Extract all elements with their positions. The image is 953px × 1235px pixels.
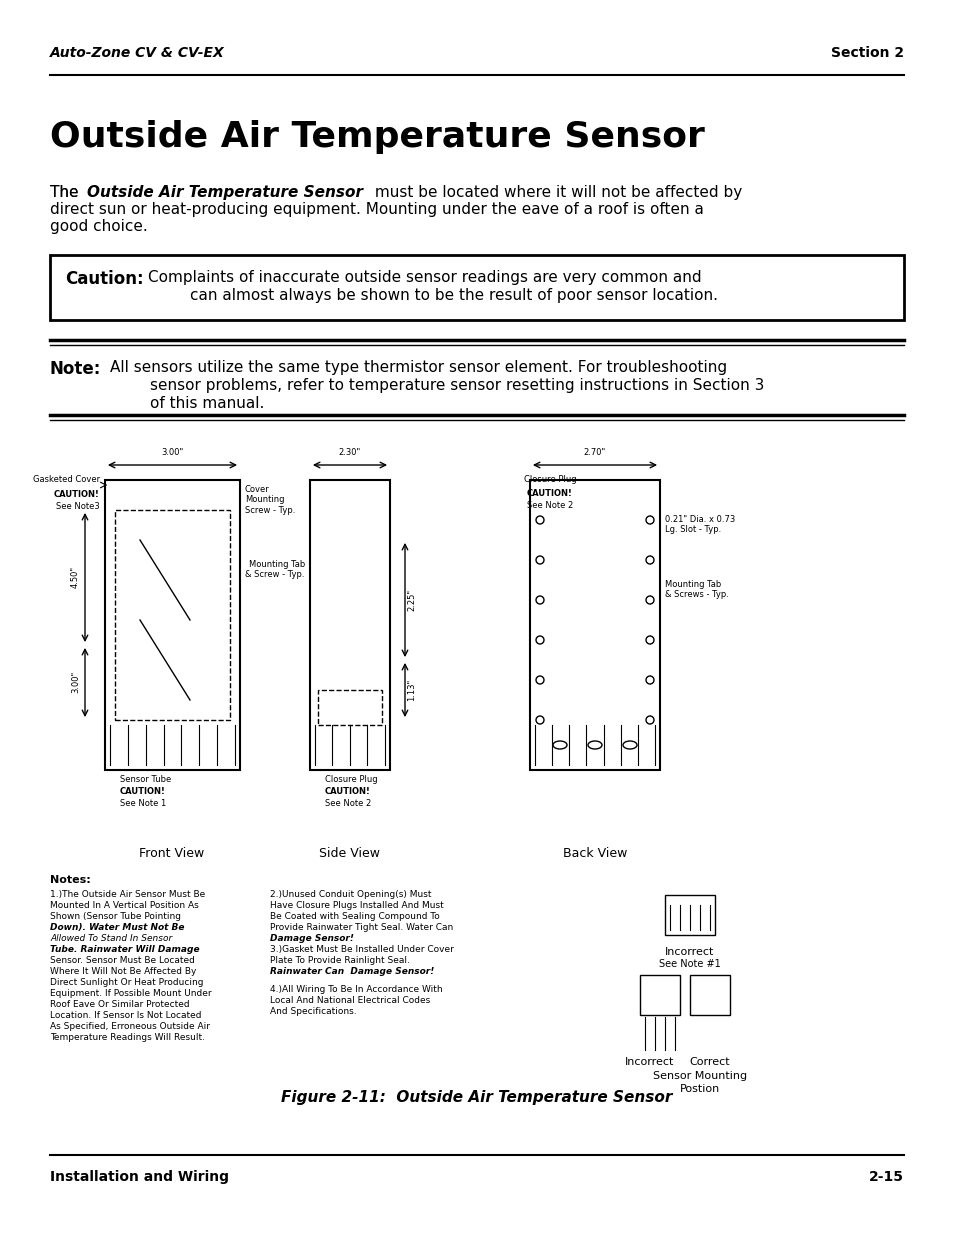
Text: Incorrect: Incorrect <box>664 947 714 957</box>
Text: CAUTION!: CAUTION! <box>325 787 371 797</box>
Text: Caution:: Caution: <box>65 270 144 288</box>
Text: Incorrect: Incorrect <box>624 1057 674 1067</box>
Text: 3.00": 3.00" <box>161 448 183 457</box>
Text: 2-15: 2-15 <box>868 1170 903 1184</box>
Text: Cover
Mounting
Screw - Typ.: Cover Mounting Screw - Typ. <box>245 485 295 515</box>
Bar <box>639 974 679 1015</box>
Text: Figure 2-11:  Outside Air Temperature Sensor: Figure 2-11: Outside Air Temperature Sen… <box>281 1091 672 1105</box>
Bar <box>50 254 903 320</box>
Text: Damage Sensor!: Damage Sensor! <box>270 934 354 944</box>
Text: Sensor Mounting: Sensor Mounting <box>652 1071 746 1081</box>
Text: Note:: Note: <box>50 359 101 378</box>
Text: CAUTION!: CAUTION! <box>54 490 100 499</box>
Text: direct sun or heat-producing equipment. Mounting under the eave of a roof is oft: direct sun or heat-producing equipment. … <box>50 203 703 217</box>
Text: CAUTION!: CAUTION! <box>526 489 573 498</box>
Text: Down). Water Must Not Be: Down). Water Must Not Be <box>50 923 184 932</box>
Text: As Specified, Erroneous Outside Air: As Specified, Erroneous Outside Air <box>50 1023 210 1031</box>
Text: Direct Sunlight Or Heat Producing: Direct Sunlight Or Heat Producing <box>50 978 203 987</box>
Text: can almost always be shown to be the result of poor sensor location.: can almost always be shown to be the res… <box>190 288 718 303</box>
Text: Local And National Electrical Codes: Local And National Electrical Codes <box>270 995 430 1005</box>
Bar <box>530 480 659 769</box>
Text: Correct: Correct <box>689 1057 730 1067</box>
Text: 3.)Gasket Must Be Installed Under Cover: 3.)Gasket Must Be Installed Under Cover <box>270 945 454 953</box>
Text: See Note 1: See Note 1 <box>120 799 166 808</box>
Text: See Note3: See Note3 <box>56 501 100 511</box>
Text: Sensor. Sensor Must Be Located: Sensor. Sensor Must Be Located <box>50 956 194 965</box>
Text: Plate To Provide Rainlight Seal.: Plate To Provide Rainlight Seal. <box>270 956 410 965</box>
Text: Section 2: Section 2 <box>830 46 903 61</box>
Text: 2.30": 2.30" <box>338 448 361 457</box>
Bar <box>317 690 381 725</box>
Text: All sensors utilize the same type thermistor sensor element. For troubleshooting: All sensors utilize the same type thermi… <box>110 359 726 375</box>
Bar <box>310 480 390 769</box>
Text: Shown (Sensor Tube Pointing: Shown (Sensor Tube Pointing <box>50 911 181 921</box>
Text: Have Closure Plugs Installed And Must: Have Closure Plugs Installed And Must <box>270 902 443 910</box>
Text: See Note #1: See Note #1 <box>659 960 720 969</box>
Text: Side View: Side View <box>319 847 380 860</box>
Text: Rainwater Can  Damage Sensor!: Rainwater Can Damage Sensor! <box>270 967 434 976</box>
Bar <box>105 480 240 769</box>
Bar <box>115 510 230 720</box>
Text: Installation and Wiring: Installation and Wiring <box>50 1170 229 1184</box>
Text: must be located where it will not be affected by: must be located where it will not be aff… <box>370 185 741 200</box>
Text: of this manual.: of this manual. <box>150 396 264 411</box>
Text: Allowed To Stand In Sensor: Allowed To Stand In Sensor <box>50 934 172 944</box>
Text: Closure Plug: Closure Plug <box>325 776 377 784</box>
Text: And Specifications.: And Specifications. <box>270 1007 356 1016</box>
Text: Postion: Postion <box>679 1084 720 1094</box>
Text: 1.13": 1.13" <box>407 679 416 701</box>
Text: sensor problems, refer to temperature sensor resetting instructions in Section 3: sensor problems, refer to temperature se… <box>150 378 763 393</box>
Text: good choice.: good choice. <box>50 219 148 233</box>
Text: See Note 2: See Note 2 <box>325 799 371 808</box>
Text: 2.70": 2.70" <box>583 448 605 457</box>
Text: Provide Rainwater Tight Seal. Water Can: Provide Rainwater Tight Seal. Water Can <box>270 923 453 932</box>
Text: Roof Eave Or Similar Protected: Roof Eave Or Similar Protected <box>50 1000 190 1009</box>
Text: 2.)Unused Conduit Opening(s) Must: 2.)Unused Conduit Opening(s) Must <box>270 890 431 899</box>
Text: Front View: Front View <box>139 847 204 860</box>
Text: Gasketed Cover: Gasketed Cover <box>32 475 100 484</box>
Text: 4.50": 4.50" <box>71 566 80 588</box>
Bar <box>689 974 729 1015</box>
Text: Equipment. If Possible Mount Under: Equipment. If Possible Mount Under <box>50 989 212 998</box>
Text: 3.00": 3.00" <box>71 671 80 693</box>
Text: Outside Air Temperature Sensor: Outside Air Temperature Sensor <box>87 185 363 200</box>
Text: Location. If Sensor Is Not Located: Location. If Sensor Is Not Located <box>50 1011 201 1020</box>
Text: Mounting Tab
& Screw - Typ.: Mounting Tab & Screw - Typ. <box>245 559 305 579</box>
Text: Notes:: Notes: <box>50 876 91 885</box>
Text: Be Coated with Sealing Compound To: Be Coated with Sealing Compound To <box>270 911 439 921</box>
Text: 0.21" Dia. x 0.73
Lg. Slot - Typ.: 0.21" Dia. x 0.73 Lg. Slot - Typ. <box>664 515 735 535</box>
Text: The: The <box>50 185 83 200</box>
Text: Outside Air Temperature Sensor: Outside Air Temperature Sensor <box>50 120 704 154</box>
Text: Temperature Readings Will Result.: Temperature Readings Will Result. <box>50 1032 205 1042</box>
Text: Auto-Zone CV & CV-EX: Auto-Zone CV & CV-EX <box>50 46 225 61</box>
Text: Sensor Tube: Sensor Tube <box>120 776 172 784</box>
Text: Back View: Back View <box>562 847 626 860</box>
Text: See Note 2: See Note 2 <box>526 501 573 510</box>
Text: Complaints of inaccurate outside sensor readings are very common and: Complaints of inaccurate outside sensor … <box>148 270 700 285</box>
Text: CAUTION!: CAUTION! <box>120 787 166 797</box>
Text: Closure Plug: Closure Plug <box>523 475 576 484</box>
Text: 2.25": 2.25" <box>407 589 416 611</box>
Text: Tube. Rainwater Will Damage: Tube. Rainwater Will Damage <box>50 945 199 953</box>
Text: 1.)The Outside Air Sensor Must Be: 1.)The Outside Air Sensor Must Be <box>50 890 205 899</box>
Text: The: The <box>50 185 83 200</box>
Text: 4.)All Wiring To Be In Accordance With: 4.)All Wiring To Be In Accordance With <box>270 986 442 994</box>
Text: Mounted In A Vertical Position As: Mounted In A Vertical Position As <box>50 902 198 910</box>
Text: Mounting Tab
& Screws - Typ.: Mounting Tab & Screws - Typ. <box>664 580 728 599</box>
Bar <box>664 895 714 935</box>
Text: Where It Will Not Be Affected By: Where It Will Not Be Affected By <box>50 967 196 976</box>
